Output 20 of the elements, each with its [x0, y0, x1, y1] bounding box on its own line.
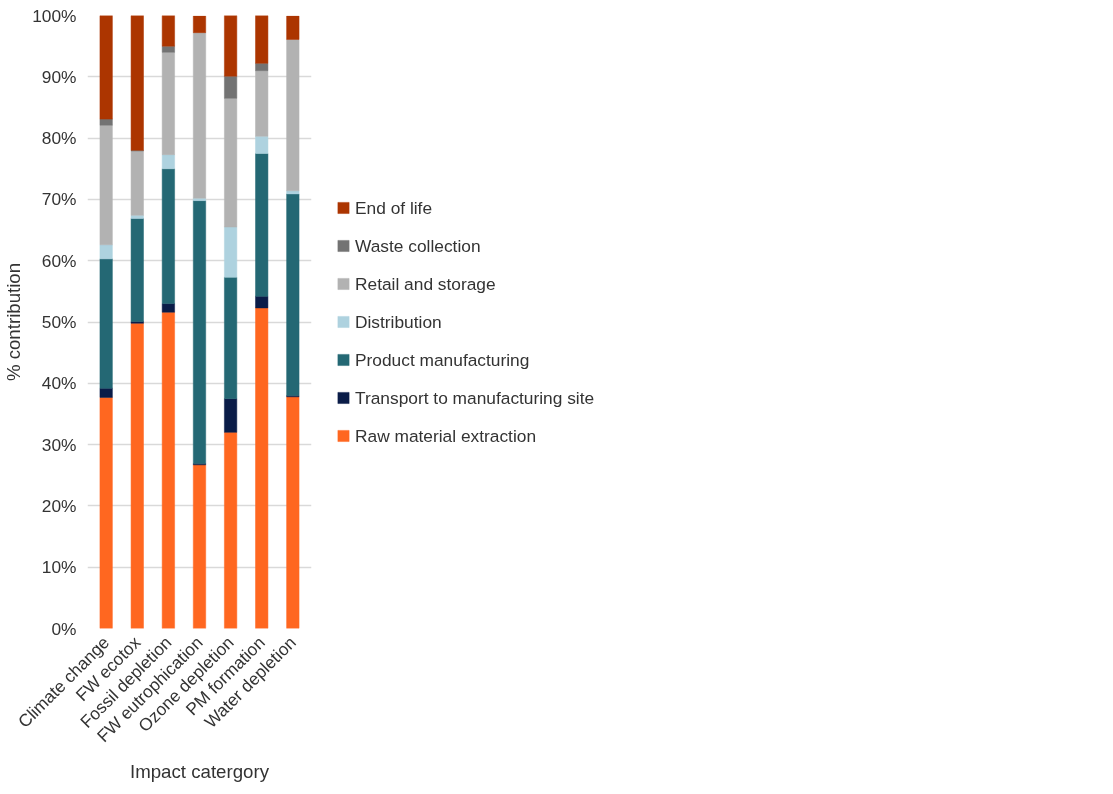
- legend-label: End of life: [355, 197, 433, 218]
- y-tick-label: 60%: [41, 250, 77, 271]
- y-tick-label: 10%: [41, 557, 77, 578]
- y-tick-label: 80%: [41, 128, 77, 149]
- y-tick-label: 70%: [41, 189, 77, 210]
- legend-label: Retail and storage: [355, 273, 496, 294]
- y-tick-label: 90%: [41, 66, 77, 87]
- y-tick-label: 50%: [41, 312, 77, 332]
- legend-label: Waste collection: [355, 235, 481, 256]
- y-tick-label: 100%: [32, 5, 77, 26]
- legend-label: Product manufacturing: [355, 349, 530, 370]
- legend-label: Distribution: [355, 311, 442, 332]
- y-tick-label: 40%: [41, 373, 77, 394]
- x-axis-title: Impact catergory: [130, 761, 270, 783]
- y-tick-label: 0%: [51, 618, 77, 639]
- y-axis-title: % contribution: [3, 262, 25, 382]
- y-tick-label: 20%: [41, 495, 77, 516]
- legend-label: Raw material extraction: [355, 425, 537, 446]
- y-tick-label: 30%: [41, 434, 77, 455]
- legend-label: Transport to manufacturing site: [355, 387, 595, 408]
